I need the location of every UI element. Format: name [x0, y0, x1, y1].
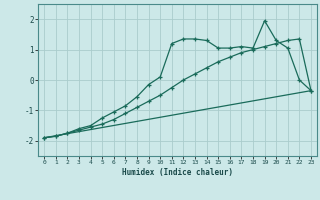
X-axis label: Humidex (Indice chaleur): Humidex (Indice chaleur): [122, 168, 233, 177]
